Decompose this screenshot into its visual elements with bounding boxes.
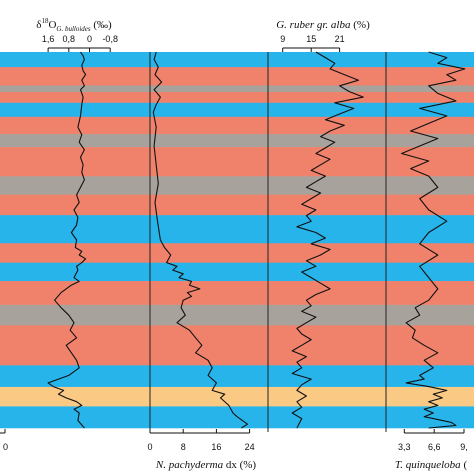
band-grey (0, 85, 474, 93)
band-blue (0, 215, 474, 244)
tick-label: 3,3 (398, 442, 411, 452)
title-main: T. quinqueloba (395, 459, 461, 471)
tick-label: 0 (87, 34, 92, 44)
series-line-tquinq (401, 51, 466, 429)
band-grey (0, 304, 474, 326)
series-line-npachy (152, 51, 249, 429)
title-suffix: ( (461, 459, 468, 471)
title-superscript: 18 (41, 17, 49, 25)
title-prefix: δ (36, 19, 41, 31)
band-salmon (0, 194, 474, 216)
edge-tick-label: 0 (3, 442, 8, 452)
tick-label: 6,6 (428, 442, 441, 452)
band-grey (0, 134, 474, 148)
tick-label: -0,8 (102, 34, 118, 44)
band-blue (0, 52, 474, 68)
band-blue (0, 365, 474, 388)
band-salmon (0, 91, 474, 104)
title-main: N. pachyderma (155, 459, 224, 471)
tick-label: 24 (245, 442, 255, 452)
tick-label: 21 (335, 34, 345, 44)
axis-title-tquinq: T. quinqueloba ( (395, 459, 468, 471)
band-grey (0, 176, 474, 195)
series-line-d18o (47, 51, 87, 429)
band-blue (0, 262, 474, 282)
series-layer (47, 51, 466, 429)
title-suffix: (%) (351, 19, 371, 31)
band-salmon (0, 147, 474, 177)
tick-label: 16 (211, 442, 221, 452)
title-main: G. ruber gr. alba (276, 19, 351, 31)
band-salmon (0, 325, 474, 366)
climate-interval-bands (0, 52, 474, 429)
panel-dividers (149, 52, 387, 432)
band-salmon (0, 116, 474, 135)
tick-label: 8 (181, 442, 186, 452)
band-salmon (0, 243, 474, 263)
title-main: O (48, 19, 56, 31)
band-salmon (0, 67, 474, 86)
series-line-gruber (291, 51, 364, 429)
tick-label: 9, (460, 442, 468, 452)
tick-label: 15 (306, 34, 316, 44)
title-suffix: dx (%) (223, 459, 256, 471)
band-orange (0, 386, 474, 407)
tick-label: 9 (280, 34, 285, 44)
tick-label: 0,8 (63, 34, 76, 44)
band-blue (0, 102, 474, 118)
axis-title-d18o: δ18OG. bulloides (‰) (36, 17, 112, 33)
tick-label: 0 (147, 442, 152, 452)
axis-title-gruber: G. ruber gr. alba (%) (276, 19, 370, 31)
band-blue (0, 406, 474, 429)
axis-title-npachy: N. pachyderma dx (%) (155, 459, 257, 471)
band-salmon (0, 281, 474, 306)
tick-label: 1,6 (42, 34, 55, 44)
title-suffix: (‰) (91, 19, 112, 31)
title-subscript: G. bulloides (56, 25, 90, 33)
